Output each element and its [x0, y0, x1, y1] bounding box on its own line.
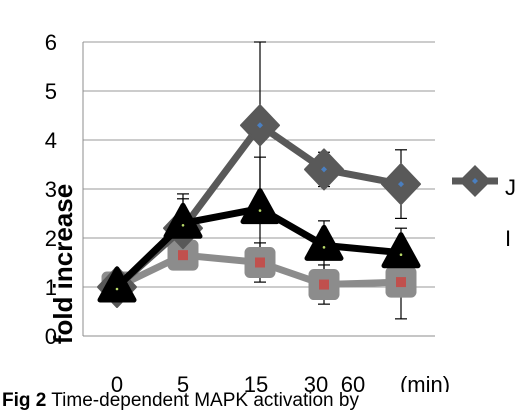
x-axis-title: (min)	[400, 372, 450, 392]
data-point-center	[396, 277, 406, 288]
caption-label: Fig 2	[2, 390, 47, 411]
data-point-center	[258, 209, 262, 212]
x-tick-label: 5	[177, 372, 189, 392]
data-point-center	[321, 166, 327, 173]
x-tick-label: 30	[304, 372, 328, 392]
caption-text: Time-dependent MAPK activation by	[46, 390, 359, 411]
data-point	[163, 202, 203, 239]
data-point-center	[181, 224, 185, 227]
data-point-center	[319, 279, 329, 290]
y-tick-label: 3	[45, 177, 57, 202]
data-point-center	[255, 257, 265, 268]
data-point	[97, 266, 137, 303]
data-point-center	[257, 122, 263, 129]
y-tick-label: 6	[45, 30, 57, 55]
figure-caption: Fig 2 Time-dependent MAPK activation by	[2, 390, 515, 412]
x-tick-label: 15	[244, 372, 268, 392]
data-point-center	[322, 246, 326, 249]
x-tick-label: 60	[341, 372, 365, 392]
legend-label: I	[505, 226, 511, 251]
data-point	[381, 232, 421, 269]
x-tick-label: 0	[111, 372, 123, 392]
y-tick-label: 4	[45, 128, 57, 153]
legend-marker-center	[472, 178, 478, 184]
y-tick-label: 5	[45, 79, 57, 104]
y-tick-label: 0	[45, 324, 57, 349]
data-point	[240, 188, 280, 225]
legend-label: J	[505, 175, 515, 200]
y-axis-title: fold increase	[48, 184, 78, 344]
data-point-center	[178, 250, 188, 261]
y-tick-label: 2	[45, 226, 57, 251]
data-point-center	[398, 181, 404, 188]
data-point-center	[399, 253, 403, 256]
y-tick-label: 1	[45, 275, 57, 300]
data-point-center	[115, 287, 119, 291]
data-point	[304, 224, 344, 261]
